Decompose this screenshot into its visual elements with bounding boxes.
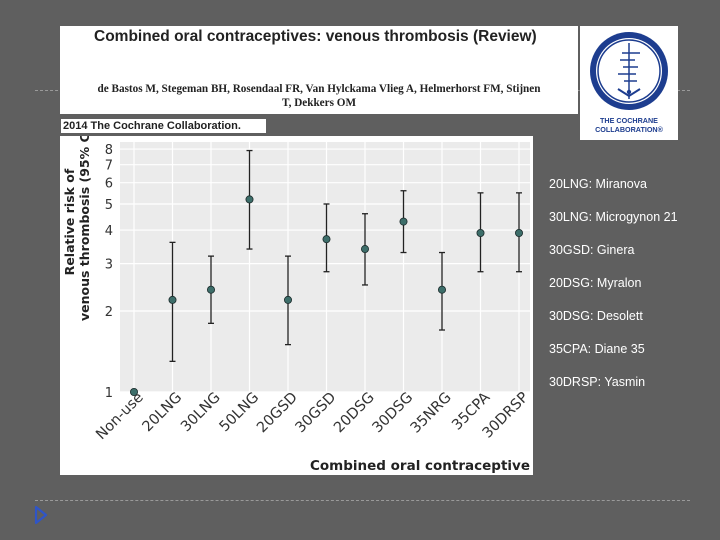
legend-list: 20LNG: Miranova 30LNG: Microgynon 21 30G… bbox=[549, 176, 720, 407]
legend-item: 30LNG: Microgynon 21 bbox=[549, 210, 678, 224]
y-tick-label: 5 bbox=[105, 198, 113, 213]
cochrane-logo: THE COCHRANE COLLABORATION® bbox=[580, 26, 678, 140]
x-tick-label: 30DSG bbox=[370, 390, 417, 437]
bottom-divider bbox=[35, 500, 690, 501]
y-tick-label: 2 bbox=[105, 305, 113, 320]
y-tick-label: 3 bbox=[105, 258, 113, 273]
legend-item: 20DSG: Myralon bbox=[549, 276, 642, 290]
plot-area bbox=[120, 142, 530, 392]
y-axis-label-line: Relative risk of bbox=[62, 168, 77, 275]
data-point bbox=[437, 285, 446, 294]
y-axis-label: Relative risk ofvenous thrombosis (95% C… bbox=[62, 136, 92, 321]
data-point bbox=[206, 285, 215, 294]
x-tick-label: Non-use bbox=[93, 389, 147, 443]
copyright-label: 2014 The Cochrane Collaboration. bbox=[61, 119, 266, 133]
data-point bbox=[130, 387, 139, 396]
x-tick-label: 30LNG bbox=[178, 390, 224, 436]
x-tick-label: 20LNG bbox=[140, 390, 186, 436]
legend-item: 35CPA: Diane 35 bbox=[549, 342, 645, 356]
slide-nav-arrow-icon[interactable] bbox=[34, 505, 48, 525]
legend-item: 30DRSP: Yasmin bbox=[549, 375, 646, 389]
data-point bbox=[476, 229, 485, 238]
y-tick-label: 8 bbox=[105, 143, 113, 158]
legend-item: 30GSD: Ginera bbox=[549, 243, 635, 257]
x-tick-label: 35NRG bbox=[408, 390, 455, 437]
cochrane-logo-icon bbox=[590, 32, 668, 110]
data-point bbox=[514, 229, 523, 238]
authors-line-1: de Bastos M, Stegeman BH, Rosendaal FR, … bbox=[97, 83, 541, 95]
data-point bbox=[283, 295, 292, 304]
x-tick-label: 30GSD bbox=[293, 390, 340, 437]
logo-line-1: THE COCHRANE bbox=[600, 116, 658, 125]
logo-line-2: COLLABORATION® bbox=[595, 124, 663, 134]
data-point bbox=[399, 217, 408, 226]
y-tick-label: 4 bbox=[105, 224, 113, 239]
chart-panel: 1 2 3 4 5 6 7 8 Relative risk ofvenous thrombosi… bbox=[60, 136, 533, 475]
logo-wordmark: THE COCHRANE COLLABORATION® bbox=[580, 116, 678, 134]
data-point bbox=[245, 195, 254, 204]
y-axis-label-line: venous thrombosis (95% CI) bbox=[77, 136, 92, 321]
y-tick-label: 6 bbox=[105, 177, 113, 192]
header-panel: Combined oral contraceptives: venous thr… bbox=[60, 26, 578, 114]
authors-line-2: T, Dekkers OM bbox=[281, 97, 357, 109]
legend-item: 30DSG: Desolett bbox=[549, 309, 643, 323]
data-point bbox=[322, 235, 331, 244]
data-point bbox=[360, 245, 369, 254]
review-title: Combined oral contraceptives: venous thr… bbox=[94, 28, 537, 45]
y-tick-label: 7 bbox=[105, 159, 113, 174]
y-tick-label: 1 bbox=[105, 386, 113, 401]
x-axis-label: Combined oral contraceptive bbox=[310, 458, 530, 474]
x-tick-label: 50LNG bbox=[217, 390, 263, 436]
registered-mark: ® bbox=[657, 124, 663, 134]
authors: de Bastos M, Stegeman BH, Rosendaal FR, … bbox=[60, 82, 578, 110]
x-tick-label: 20DSG bbox=[331, 390, 378, 437]
data-point bbox=[168, 295, 177, 304]
risk-chart: 1 2 3 4 5 6 78 Relative risk ofvenous thrombosi… bbox=[62, 136, 532, 474]
x-tick-label: 20GSD bbox=[254, 390, 301, 437]
legend-item: 20LNG: Miranova bbox=[549, 177, 647, 191]
